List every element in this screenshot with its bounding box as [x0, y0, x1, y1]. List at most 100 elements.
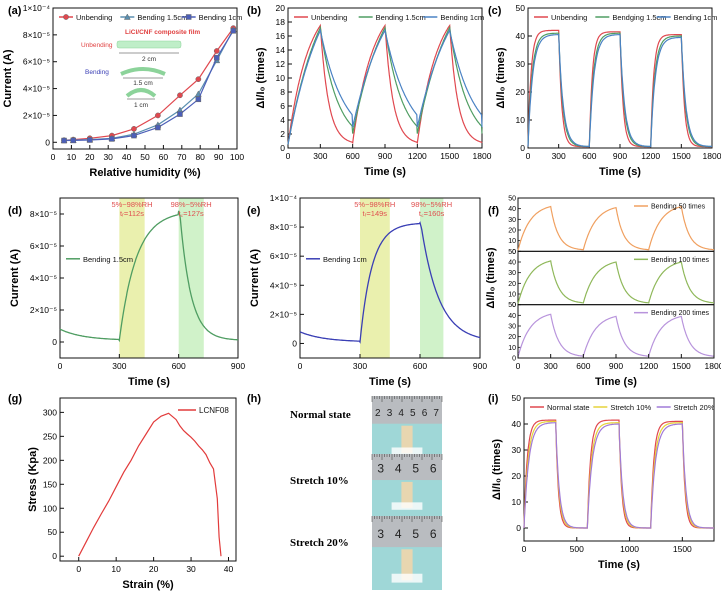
legend-entry: Bending 1cm [674, 13, 718, 22]
data-point [214, 54, 220, 61]
x-tick-label: 1200 [408, 151, 427, 161]
data-point [123, 13, 131, 20]
x-tick-label: 20 [85, 152, 95, 162]
sensor-strip [401, 549, 413, 581]
ruler [372, 396, 442, 424]
electrode-pad [391, 447, 423, 456]
legend-entry: Bending 200 times [651, 310, 709, 317]
x-tick-label: 1200 [641, 151, 660, 161]
y-tick-label: 0 [512, 249, 516, 256]
stretch-state-label: Stretch 20% [290, 537, 349, 549]
y-tick-label: 20 [508, 281, 516, 288]
x-tick-label: 1500 [440, 151, 459, 161]
y-tick-label: 0 [292, 338, 297, 348]
series-line [299, 221, 481, 344]
x-tick-label: 60 [159, 152, 169, 162]
y-tick-label: 50 [508, 196, 516, 203]
x-tick-label: 10 [111, 564, 121, 574]
y-axis-title: Current (A) [249, 249, 261, 307]
x-tick-label: 1800 [703, 151, 721, 161]
inset-film-bent [120, 67, 166, 76]
ruler-digit: 6 [422, 408, 428, 419]
data-point [109, 136, 115, 142]
legend-entry: Bending 100 times [651, 257, 709, 264]
x-tick-label: 40 [224, 564, 234, 574]
x-tick-label: 1500 [672, 361, 691, 371]
inset-label: 1 cm [134, 102, 148, 109]
data-point [230, 28, 237, 34]
y-tick-label: 10 [516, 115, 526, 125]
y-tick-label: 40 [508, 313, 516, 320]
ruler [372, 516, 442, 548]
legend-entry: Stretch 10% [610, 403, 651, 412]
plot-frame-e [299, 197, 481, 359]
ruler-digit: 2 [375, 408, 381, 419]
x-axis-title: Time (s) [364, 166, 406, 178]
y-tick-label: 12 [276, 59, 286, 69]
series-line [527, 29, 712, 148]
data-point [131, 126, 137, 132]
panel-label: (f) [488, 205, 499, 217]
inset-film-flat [116, 40, 182, 49]
series-line [523, 419, 714, 529]
x-tick-label: 0 [298, 361, 303, 371]
ruler-digit: 4 [398, 408, 404, 419]
chart-panel-b: (b) Time (s) ΔI/I₀ (times) 0 300 600 900 1200 15… [247, 3, 492, 178]
x-tick-label: 600 [576, 361, 590, 371]
y-axis-title: ΔI/I₀ (times) [495, 47, 507, 108]
legend-entry: Bendging 1.5cm [612, 13, 666, 22]
y-tick-label: 30 [516, 59, 526, 69]
x-tick-label: 900 [613, 151, 627, 161]
y-tick-label: 8×10⁻⁵ [270, 222, 297, 232]
data-point [177, 92, 183, 99]
inset-label: 1.5 cm [133, 80, 153, 87]
ruler-digit: 5 [410, 408, 416, 419]
series-line [78, 412, 222, 557]
annotation-text: 5%~98%RH [111, 200, 152, 209]
data-point [195, 76, 202, 83]
chart-panel-d: (d) Time (s) Current (A) 0 300 600 900 0 2×10⁻⁵ 4… [8, 197, 245, 388]
sensor-strip [401, 481, 413, 508]
y-tick-label: 10 [508, 292, 516, 299]
highlight-band [119, 198, 145, 358]
y-tick-label: 0 [520, 143, 525, 153]
x-tick-label: 30 [103, 152, 113, 162]
x-axis-title: Time (s) [369, 376, 411, 388]
x-tick-label: 600 [582, 151, 596, 161]
y-tick-label: 0 [52, 337, 57, 347]
data-point [195, 96, 202, 103]
x-tick-label: 50 [140, 152, 150, 162]
x-tick-label: 0 [76, 564, 81, 574]
x-tick-label: 30 [186, 564, 196, 574]
x-axis-title: Time (s) [598, 559, 640, 571]
legend-entry: Unbending [551, 13, 587, 22]
x-tick-label: 20 [149, 564, 159, 574]
y-axis-title: ΔI/I₀ (times) [491, 439, 503, 500]
y-tick-label: 18 [276, 17, 286, 27]
chart-panel-a: (a) Relative humidity (%) Current (A) 0 10 20… [2, 3, 244, 179]
y-tick-label: 30 [512, 445, 522, 455]
ruler-digit: 3 [377, 462, 384, 476]
x-tick-label: 0 [526, 151, 531, 161]
y-tick-label: 4×10⁻⁵ [30, 273, 57, 283]
x-tick-label: 300 [353, 361, 367, 371]
y-tick-label: 1×10⁻⁴ [23, 3, 51, 13]
y-tick-label: 30 [508, 324, 516, 331]
x-tick-label: 900 [473, 361, 487, 371]
series-line [527, 32, 712, 148]
stretch-state-label: Normal state [290, 409, 351, 421]
y-tick-label: 50 [508, 302, 516, 309]
x-tick-label: 500 [570, 544, 584, 554]
data-point [87, 137, 93, 143]
annotation-text: t꜀=127s [178, 209, 204, 218]
highlight-band [360, 198, 390, 358]
legend-entry: Bending 1cm [440, 13, 484, 22]
series-line [523, 422, 714, 529]
y-tick-label: 300 [43, 407, 57, 417]
legend-entry: Bending 1.5cm [137, 13, 187, 22]
legend-entry: Bending 50 times [651, 204, 706, 211]
annotation-text: tᵣ=149s [363, 209, 388, 218]
data-point [131, 132, 137, 139]
y-tick-label: 4 [280, 115, 285, 125]
y-tick-label: 50 [512, 393, 522, 403]
